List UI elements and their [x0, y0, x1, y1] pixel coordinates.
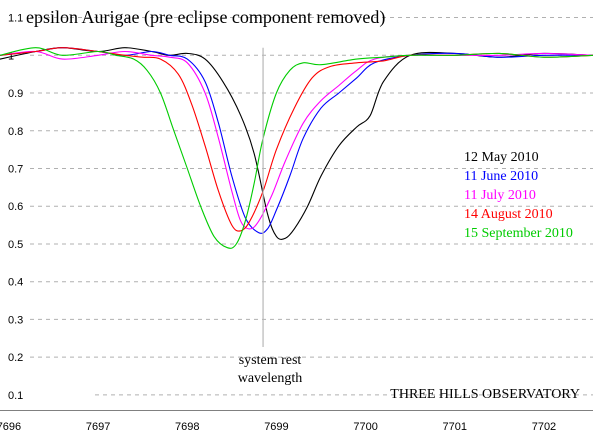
y-tick-label: 0.9: [8, 88, 23, 100]
y-tick-label: 0.6: [8, 201, 23, 213]
legend-entry: 11 June 2010: [464, 169, 538, 184]
rest-wavelength-label-line1: system rest: [239, 353, 302, 368]
y-tick-label: 0.5: [8, 239, 23, 251]
x-tick-label: 7701: [443, 421, 467, 433]
legend-entry: 12 May 2010: [464, 150, 539, 165]
y-tick-label: 0.2: [8, 352, 23, 364]
y-tick-label: 0.3: [8, 314, 23, 326]
x-tick-label: 7700: [353, 421, 377, 433]
y-tick-label: 0.7: [8, 163, 23, 175]
x-tick-label: 7699: [264, 421, 288, 433]
x-tick-label: 7696: [0, 421, 21, 433]
chart-title: epsilon Aurigae (pre eclipse component r…: [26, 7, 385, 28]
x-tick-labels: 7696 7697 7698 7699 7700 7701 7702: [0, 421, 556, 433]
series-line-5: [0, 47, 593, 249]
y-tick-label: 0.4: [8, 277, 23, 289]
x-tick-label: 7697: [86, 421, 110, 433]
rest-wavelength-label-line2: wavelength: [238, 371, 303, 386]
series-lines: [0, 47, 593, 249]
x-tick-label: 7698: [175, 421, 199, 433]
legend-entry: 11 July 2010: [464, 188, 536, 203]
legend-entry: 15 September 2010: [464, 226, 573, 241]
y-tick-label: 0.1: [8, 390, 23, 402]
observatory-label: THREE HILLS OBSERVATORY: [390, 387, 580, 402]
y-tick-label: 0.8: [8, 126, 23, 138]
y-tick-label: 1.1: [8, 13, 23, 25]
series-line-1: [0, 47, 593, 240]
x-tick-label: 7702: [532, 421, 556, 433]
legend-entry: 14 August 2010: [464, 207, 553, 222]
legend: 12 May 2010 11 June 2010 11 July 2010 14 Au…: [464, 150, 573, 241]
y-tick-labels: 0.10.20.30.40.50.60.70.80.911.1: [8, 13, 23, 402]
grid-lines: [0, 17, 593, 411]
